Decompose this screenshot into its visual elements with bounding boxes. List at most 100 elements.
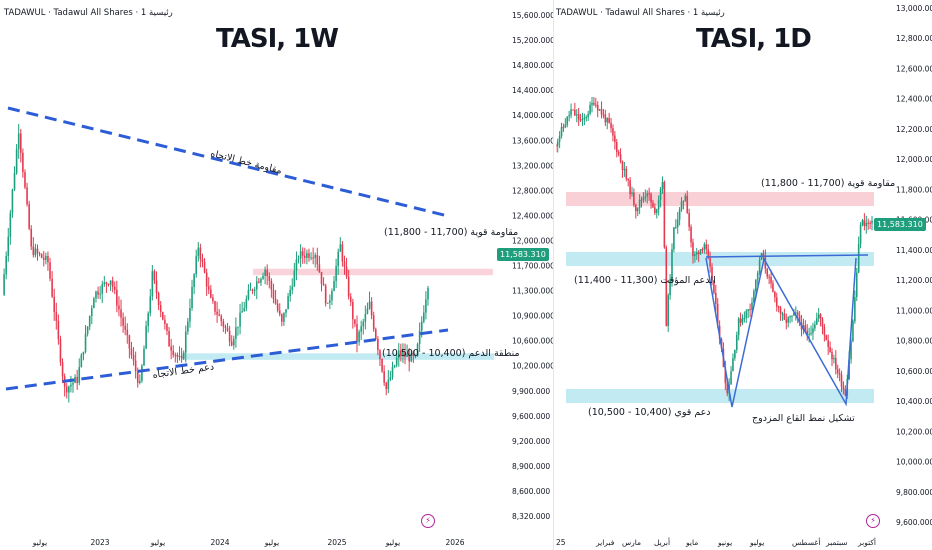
candle-body [675,227,677,229]
candle-body [711,266,713,281]
tradingview-logo-icon[interactable]: ⚡ [866,514,880,528]
candle-body [82,351,85,355]
tradingview-logo-icon[interactable]: ⚡ [421,514,435,528]
candle-body [777,306,780,308]
candle-body [642,197,645,201]
candle-body [831,351,833,360]
candle-body [779,307,782,314]
candle-body [157,293,160,306]
candle-body [701,249,704,251]
candle-body [7,236,10,256]
candle-body [425,299,427,313]
y-axis-tick-label: 11,800.000 [896,185,932,194]
candle-body [337,251,340,266]
y-axis-tick-label: 9,800.000 [896,488,932,497]
candle-body [333,281,335,292]
candle-body [844,389,847,396]
candle-body [593,102,595,105]
candle-body [636,207,639,212]
candle-body [406,354,408,357]
candle-body [621,161,624,171]
daily-chart-canvas[interactable]: 13,000.000 12,800.000 12,600.000 12,400.000… [556,0,932,550]
candle-body [635,204,637,212]
candle-body [762,253,765,258]
x-axis-tick-label: 2025 [327,538,346,547]
candle-body [224,326,227,328]
candle-body [581,119,584,121]
y-axis-tick-label: 15,600.000 [512,11,554,20]
candle-body [72,382,74,385]
candle-body [354,319,356,324]
candle-body [370,301,373,316]
support-zone-label: منطقة الدعم (10,400 - 10,500) [382,348,520,359]
candle-body [93,298,95,309]
candle-body [587,113,589,117]
weekly-chart-canvas[interactable]: 15,600.000 15,200.000 14,800.000 14,400.000… [0,0,554,550]
x-axis-tick-label: 25 [556,538,566,547]
candle-body [657,199,660,210]
candle-body [810,333,812,335]
chart-header: TADAWUL · Tadawul All Shares · 1 رئيسية [556,8,725,18]
candle-body [574,109,576,116]
candle-body [262,275,264,279]
candle-body [324,285,327,304]
candle-body [690,226,692,243]
candle-body [644,196,647,198]
candle-body [176,354,179,357]
candle-body [343,261,346,267]
candle-body [871,220,873,224]
candle-body [556,141,559,147]
candle-body [3,274,5,295]
candle-body [650,194,652,203]
candle-body [203,261,206,273]
x-axis-tick-label: 2026 [445,538,464,547]
candle-body [793,312,795,316]
candle-body [372,315,375,330]
candle-body [614,135,616,143]
candle-body [418,330,421,344]
candle-body [86,326,89,334]
candle-body [124,325,127,330]
candle-body [178,355,181,357]
candle-body [703,244,706,250]
candle-body [420,321,423,331]
candle-body [118,305,120,310]
candle-body [222,321,225,327]
candle-body [867,222,869,224]
candle-body [243,308,246,312]
candle-body [120,309,122,318]
candle-body [676,219,679,228]
y-axis-tick-label: 9,900.000 [512,387,550,396]
candle-body [272,289,275,299]
candle-body [734,349,736,359]
y-axis-tick-label: 11,400.000 [896,246,932,255]
candle-body [808,334,810,336]
candle-body [24,172,26,188]
chart-title: TASI, 1W [216,24,339,54]
candle-body [774,291,776,298]
candle-body [364,313,367,322]
y-axis-tick-label: 10,800.000 [896,337,932,346]
candle-body [655,209,658,213]
candle-body [47,256,49,263]
candle-body [299,251,302,259]
trendline-support [5,328,449,391]
candle-body [126,329,129,336]
x-axis-tick-label: 2023 [90,538,109,547]
strong-support-zone [566,389,874,403]
candle-body [817,314,820,319]
candle-body [726,383,729,394]
candle-body [151,271,154,297]
candle-body [397,350,400,358]
candle-body [669,278,671,296]
candle-body [815,318,818,325]
candle-body [113,286,116,290]
candle-body [68,386,70,393]
candle-body [814,324,816,329]
neckline [705,254,869,258]
y-axis-tick-label: 9,600.000 [512,412,550,421]
candle-body [149,296,152,314]
chart-header: TADAWUL · Tadawul All Shares · 1 رئيسية [4,8,173,18]
candle-body [709,257,711,267]
candle-body [381,359,383,372]
